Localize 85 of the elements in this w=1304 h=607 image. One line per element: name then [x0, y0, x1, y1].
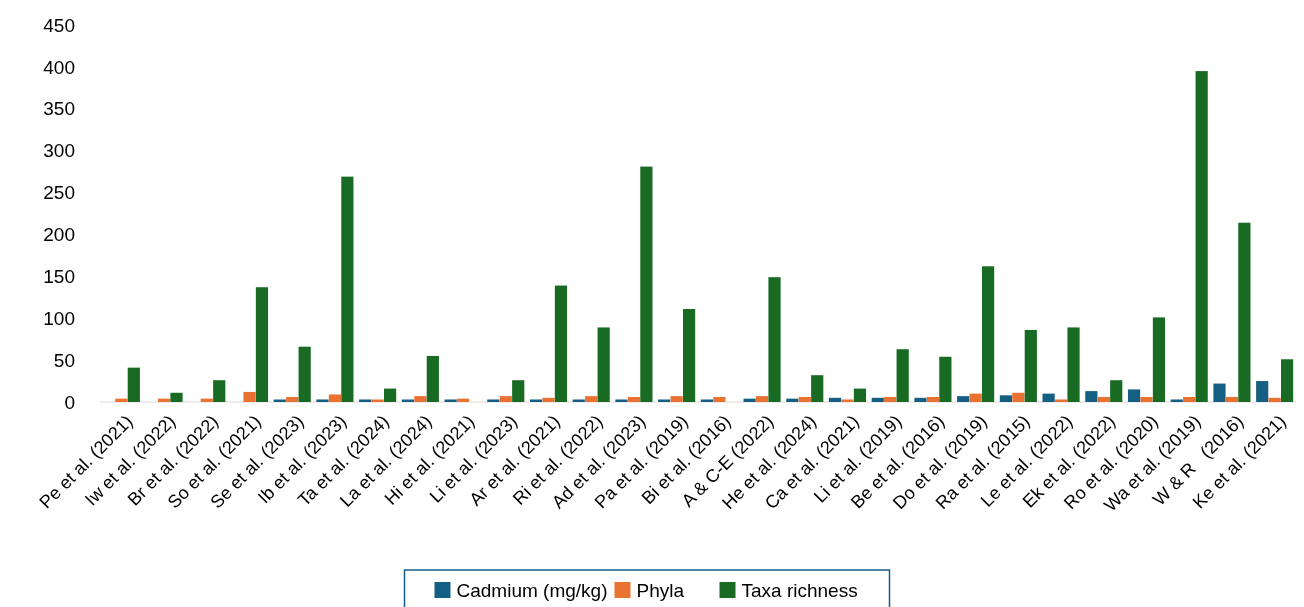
bar [926, 396, 940, 402]
bar [529, 399, 543, 402]
bar [1042, 393, 1055, 402]
y-tick-label: 450 [43, 14, 75, 36]
bar [957, 396, 970, 402]
bar [572, 399, 585, 402]
bar [853, 388, 867, 402]
bar [939, 356, 952, 402]
bar [871, 397, 884, 402]
bar [597, 327, 610, 402]
bar [341, 176, 354, 402]
bar [914, 397, 927, 402]
bar [298, 346, 311, 402]
bar [383, 388, 397, 402]
bar [640, 166, 653, 402]
bar [1024, 329, 1037, 402]
bar [1012, 392, 1025, 402]
bar [127, 367, 140, 402]
bar [286, 396, 299, 402]
bar [371, 399, 384, 402]
bar [1256, 381, 1269, 402]
bar [615, 399, 628, 402]
y-tick-label: 400 [43, 56, 75, 78]
bar [1140, 396, 1153, 402]
bar [884, 396, 897, 402]
bar [1213, 383, 1226, 402]
y-tick-label: 250 [43, 182, 75, 204]
bar [1097, 396, 1110, 402]
bar [969, 393, 982, 402]
bar [255, 287, 269, 402]
y-tick-label: 350 [43, 98, 75, 120]
bar [512, 380, 525, 402]
bar [828, 397, 842, 402]
y-tick-label: 300 [43, 140, 75, 162]
bar [627, 396, 641, 402]
bar [542, 397, 555, 402]
bar [1110, 380, 1123, 402]
bar [554, 285, 568, 402]
bar [670, 396, 683, 402]
bar [981, 266, 995, 402]
bar [700, 399, 714, 402]
bar [1152, 317, 1166, 402]
y-tick-label: 200 [43, 224, 75, 246]
bar [273, 399, 286, 402]
y-tick-label: 100 [43, 307, 75, 329]
legend-label: Taxa richness [741, 579, 858, 601]
legend-label: Phyla [636, 579, 685, 601]
bar [1238, 222, 1251, 402]
bar [658, 399, 671, 402]
bar [1054, 399, 1068, 402]
bar [487, 399, 500, 402]
bar [896, 349, 909, 402]
bar [798, 396, 811, 402]
bar [682, 309, 696, 402]
bar [1225, 396, 1239, 402]
bar [713, 396, 726, 402]
y-tick-label: 50 [53, 349, 75, 371]
bar [841, 399, 854, 402]
bar [426, 355, 439, 402]
bar [1085, 391, 1098, 402]
bar [999, 395, 1013, 402]
bar [1170, 399, 1183, 402]
y-tick-label: 150 [43, 265, 75, 287]
bar [1280, 359, 1294, 402]
bar [401, 399, 415, 402]
bar [444, 399, 457, 402]
bar [243, 391, 256, 402]
bar [213, 380, 226, 402]
bar [359, 399, 372, 402]
bar [414, 396, 427, 402]
bar [1127, 389, 1141, 402]
bar [170, 392, 183, 402]
y-tick-label: 0 [64, 391, 75, 413]
bar [1195, 71, 1208, 402]
bar [1183, 396, 1196, 402]
bar [328, 394, 342, 402]
bar [755, 396, 769, 402]
bar [811, 375, 824, 402]
bar [1268, 397, 1281, 402]
bar [316, 399, 329, 402]
legend-label: Cadmium (mg/kg) [456, 579, 608, 601]
bar [768, 277, 781, 402]
bar [585, 396, 598, 402]
bar [1067, 327, 1080, 402]
bar [499, 396, 512, 402]
